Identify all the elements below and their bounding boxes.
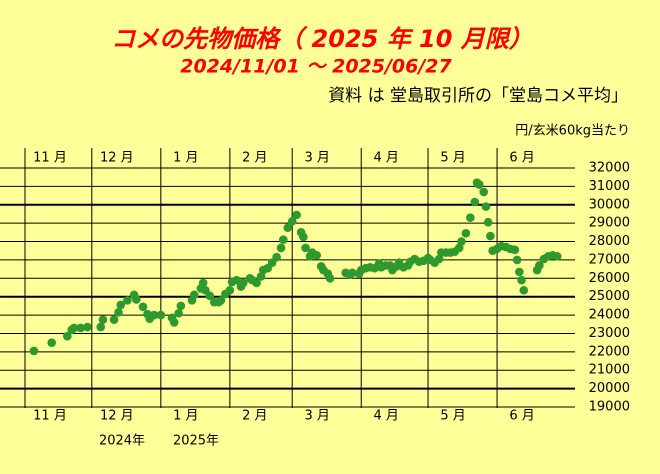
y-tick-label: 31000: [589, 179, 630, 194]
data-point: [176, 301, 186, 311]
data-point: [348, 268, 357, 278]
y-tick-label: 30000: [589, 197, 630, 212]
data-point: [272, 252, 281, 262]
y-tick-label: 24000: [589, 308, 630, 323]
data-point: [283, 223, 293, 233]
x-tick-label: 1 月: [173, 151, 198, 166]
data-point: [292, 210, 301, 220]
data-point: [114, 308, 123, 317]
y-tick-label: 19000: [589, 400, 630, 415]
y-axis-label: 円/玄米60kg当たり: [515, 124, 630, 139]
data-point: [325, 274, 335, 283]
data-point: [123, 296, 132, 305]
data-point: [512, 255, 522, 265]
data-point: [174, 308, 183, 318]
data-point: [299, 232, 308, 242]
data-point: [515, 267, 524, 277]
data-point: [486, 231, 495, 241]
x-tick-label: 11 月: [33, 409, 67, 424]
data-point: [461, 228, 471, 238]
data-point: [301, 243, 310, 253]
data-point: [169, 318, 179, 327]
data-point: [483, 217, 493, 227]
x-tick-label: 1 月: [173, 409, 198, 424]
y-tick-label: 28000: [589, 234, 630, 249]
y-tick-label: 26000: [589, 271, 630, 286]
year-label: 2025年: [173, 434, 219, 449]
x-tick-label: 6 月: [509, 409, 534, 424]
data-point: [63, 331, 72, 341]
data-point: [510, 245, 520, 255]
data-point: [69, 323, 79, 333]
x-tick-label: 12 月: [100, 409, 134, 424]
data-point: [149, 310, 159, 320]
x-tick-label: 5 月: [440, 151, 465, 166]
y-tick-label: 20000: [589, 381, 630, 396]
x-tick-label: 3 月: [305, 409, 330, 424]
data-point: [276, 243, 286, 253]
data-point: [457, 237, 466, 246]
chart-subtitle: 2024/11/01 ～ 2025/06/27: [180, 56, 452, 78]
data-point: [287, 217, 297, 226]
data-point: [138, 302, 148, 312]
data-point: [132, 295, 141, 304]
data-point: [76, 323, 85, 333]
data-point: [470, 197, 480, 207]
x-tick-label: 3 月: [305, 151, 330, 166]
data-point: [216, 296, 226, 305]
data-point: [517, 275, 526, 285]
data-point: [109, 315, 119, 324]
data-point: [47, 338, 57, 347]
data-point: [116, 300, 126, 310]
data-point: [474, 180, 484, 189]
data-point: [535, 261, 544, 270]
x-tick-label: 4 月: [374, 151, 399, 166]
data-point: [96, 322, 106, 332]
data-point: [519, 285, 529, 295]
y-tick-label: 27000: [589, 252, 630, 267]
data-point: [156, 310, 166, 320]
y-tick-label: 22000: [589, 344, 630, 359]
data-point: [552, 251, 562, 261]
year-label: 2024年: [99, 434, 145, 449]
data-point: [189, 290, 199, 300]
x-tick-label: 2 月: [242, 151, 267, 166]
data-point: [198, 278, 208, 288]
chart-title: コメの先物価格（ 2025 年 10 月限）: [111, 25, 533, 53]
data-point: [205, 291, 215, 301]
data-point: [481, 202, 491, 211]
data-point: [278, 235, 288, 244]
y-tick-label: 21000: [589, 363, 630, 378]
data-point: [312, 251, 322, 260]
data-point: [225, 285, 235, 295]
data-point: [29, 346, 39, 356]
y-tick-label: 25000: [589, 289, 630, 304]
y-tick-label: 23000: [589, 326, 630, 341]
x-tick-label: 4 月: [374, 409, 399, 424]
source-note: 資料 は 堂島取引所の「堂島コメ平均」: [328, 86, 628, 106]
data-point: [252, 278, 261, 288]
y-tick-label: 32000: [589, 161, 630, 176]
data-point: [98, 315, 108, 324]
data-point: [232, 275, 241, 285]
y-tick-label: 29000: [589, 216, 630, 231]
x-tick-label: 11 月: [33, 151, 67, 166]
x-tick-label: 2 月: [242, 409, 267, 424]
data-point: [238, 278, 248, 288]
x-tick-label: 12 月: [100, 151, 134, 166]
x-tick-label: 5 月: [440, 409, 465, 424]
x-tick-label: 6 月: [509, 151, 534, 166]
data-point: [479, 187, 489, 197]
data-point: [83, 322, 92, 332]
data-point: [466, 213, 475, 222]
